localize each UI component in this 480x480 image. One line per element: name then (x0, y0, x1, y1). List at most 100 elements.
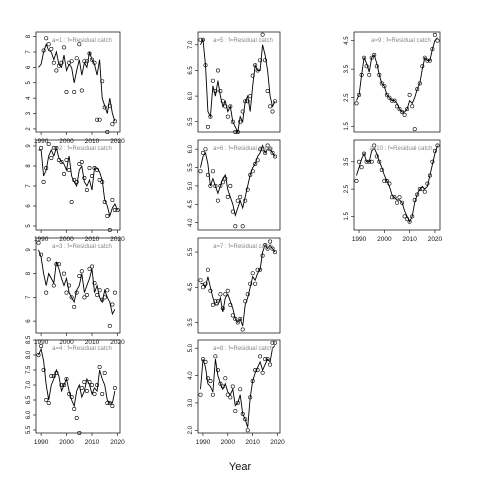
observation-point (369, 55, 374, 60)
panel-title: a=5 : f=Residual catch (213, 38, 273, 44)
panel-6: 4.0 4.5 5.0 5.5 6.0 a=6 : f=Residual catch (188, 139, 281, 231)
observation-point (405, 217, 410, 222)
observation-point (110, 122, 115, 127)
y-tick-label: 4.0 (188, 218, 194, 227)
observation-point (243, 417, 248, 422)
observation-point (270, 150, 275, 155)
observation-point (205, 267, 210, 272)
observation-point (265, 89, 270, 94)
observation-point (77, 273, 82, 278)
observation-point (245, 428, 250, 433)
observation-point (432, 32, 437, 37)
observation-point (72, 90, 77, 95)
observation-point (74, 56, 79, 61)
y-tick-label: 3.0 (188, 398, 194, 407)
observation-point (64, 376, 69, 381)
observation-point (230, 209, 235, 214)
panel-frame (197, 139, 281, 231)
observation-point (105, 400, 110, 405)
observation-point (213, 354, 218, 359)
observation-point (410, 214, 415, 219)
observation-point (400, 200, 405, 205)
observation-point (220, 384, 225, 389)
observation-point (362, 151, 367, 156)
observation-point (260, 253, 265, 258)
y-tick-label: 5.0 (188, 343, 194, 352)
observation-point (223, 292, 228, 297)
x-tick-label: 2000 (377, 236, 392, 243)
y-tick-label: 6.0 (188, 144, 194, 153)
x-tick-label: 1990 (196, 439, 211, 446)
observation-point (67, 391, 72, 396)
fitted-line (200, 345, 276, 428)
observation-point (115, 208, 120, 213)
observation-point (203, 63, 208, 68)
observation-point (225, 194, 230, 199)
observation-point (265, 143, 270, 148)
observation-point (248, 281, 253, 286)
observation-point (41, 180, 46, 185)
observation-point (69, 59, 74, 64)
x-tick-label: 1990 (34, 339, 49, 346)
x-tick-label: 2010 (85, 236, 100, 243)
y-tick-label: 5.5 (26, 425, 32, 434)
observation-point (105, 214, 110, 219)
x-tick-label: 2010 (85, 138, 100, 145)
observation-point (238, 316, 243, 321)
observation-point (427, 173, 432, 178)
observation-point (92, 391, 97, 396)
observation-point (110, 198, 115, 203)
observation-point (79, 269, 84, 274)
observation-point (372, 52, 377, 57)
x-tick-label: 2010 (85, 439, 100, 446)
fitted-line (38, 146, 118, 218)
y-tick-label: 2 (26, 127, 32, 131)
panel-title: a=10 : f=Residual catch (369, 146, 432, 152)
observation-point (201, 285, 206, 290)
observation-point (400, 110, 405, 115)
observation-point (54, 68, 59, 73)
observation-point (397, 195, 402, 200)
observation-point (67, 168, 72, 173)
observation-point (240, 411, 245, 416)
observation-point (255, 368, 260, 373)
observation-point (51, 373, 56, 378)
observation-point (72, 304, 77, 309)
x-tick-label: 2020 (110, 439, 125, 446)
panel-frame (35, 31, 121, 133)
observation-point (61, 172, 66, 177)
observation-point (95, 168, 100, 173)
observation-point (377, 159, 382, 164)
fitted-line (356, 145, 438, 223)
observation-point (405, 107, 410, 112)
observation-point (51, 146, 56, 151)
x-tick-label: 2020 (110, 236, 125, 243)
observation-point (392, 98, 397, 103)
y-tick-label: 4.5 (188, 282, 194, 291)
panel-title: a=4 : f=Residual catch (52, 346, 112, 352)
observation-point (253, 368, 258, 373)
observation-point (201, 150, 206, 155)
observation-point (240, 109, 245, 114)
observation-point (245, 187, 250, 192)
observation-point (198, 169, 203, 174)
observation-point (90, 264, 95, 269)
observation-point (95, 292, 100, 297)
observation-point (230, 119, 235, 124)
observation-point (379, 81, 384, 86)
observation-point (69, 394, 74, 399)
observation-point (430, 159, 435, 164)
y-tick-label: 3.5 (188, 318, 194, 327)
observation-point (364, 159, 369, 164)
panel-frame (353, 31, 441, 133)
observation-point (357, 92, 362, 97)
observation-point (394, 104, 399, 109)
observation-point (205, 376, 210, 381)
observation-point (201, 37, 206, 42)
y-tick-label: 5.5 (188, 247, 194, 256)
observation-point (377, 72, 382, 77)
y-tick-label: 7 (26, 50, 32, 54)
y-tick-label: 6 (26, 65, 32, 69)
panel-title: a=2 : f=Residual catch (52, 146, 112, 152)
observation-point (36, 352, 41, 357)
